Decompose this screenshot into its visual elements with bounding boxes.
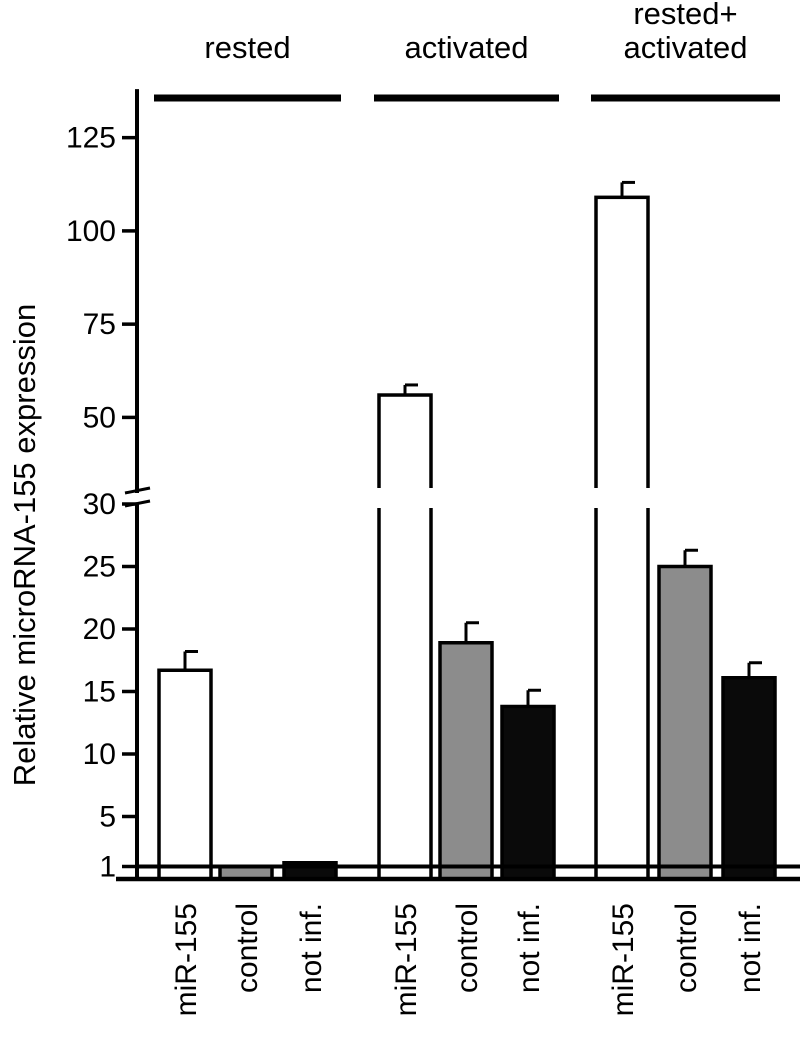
axis-break-gap-4 xyxy=(376,488,434,508)
group-label-2-line-1: activated xyxy=(404,30,528,65)
x-tick-label-4: miR-155 xyxy=(390,903,423,1016)
axis-break-gap-7 xyxy=(593,488,651,508)
y-tick-label-30: 30 xyxy=(83,488,116,521)
x-tick-label-5: control xyxy=(451,903,484,993)
x-tick-label-8: control xyxy=(670,903,703,993)
bar-6 xyxy=(500,704,556,881)
y-tick-label-10: 10 xyxy=(83,738,116,771)
labels-layer: miR-155 control not inf. miR-155 control not … xyxy=(154,0,780,1016)
bar-1 xyxy=(157,668,213,881)
group-label-1-line-1: rested xyxy=(204,30,290,65)
y-tick-label-50: 50 xyxy=(83,401,116,434)
y-tick-label-25: 25 xyxy=(83,551,116,584)
bar-5 xyxy=(438,641,494,881)
y-tick-label-5: 5 xyxy=(99,801,116,834)
y-tick-label-15: 15 xyxy=(83,676,116,709)
y-tick-label-100: 100 xyxy=(66,215,116,248)
y-axis-break-gap xyxy=(124,493,150,503)
y-axis-label: Relative microRNA-155 expression xyxy=(7,304,42,786)
x-tick-label-2: control xyxy=(231,903,264,993)
x-tick-label-7: miR-155 xyxy=(607,903,640,1016)
x-tick-label-1: miR-155 xyxy=(170,903,203,1016)
y-axis-break-mark-upper xyxy=(124,486,151,495)
group-label-3-line-2: activated xyxy=(623,30,747,65)
x-tick-label-9: not inf. xyxy=(734,903,767,993)
x-tick-label-6: not inf. xyxy=(513,903,546,993)
x-tick-label-3: not inf. xyxy=(295,903,328,993)
bar-4 xyxy=(377,393,433,881)
y-tick-label-20: 20 xyxy=(83,613,116,646)
bar-8 xyxy=(657,564,713,881)
bar-9 xyxy=(721,676,777,881)
bars-layer xyxy=(157,180,777,881)
y-tick-label-125: 125 xyxy=(66,122,116,155)
y-tick-label-1: 1 xyxy=(99,851,116,884)
group-label-3-line-1: rested+ xyxy=(633,0,737,31)
y-tick-label-75: 75 xyxy=(83,308,116,341)
bar-7 xyxy=(594,195,650,881)
